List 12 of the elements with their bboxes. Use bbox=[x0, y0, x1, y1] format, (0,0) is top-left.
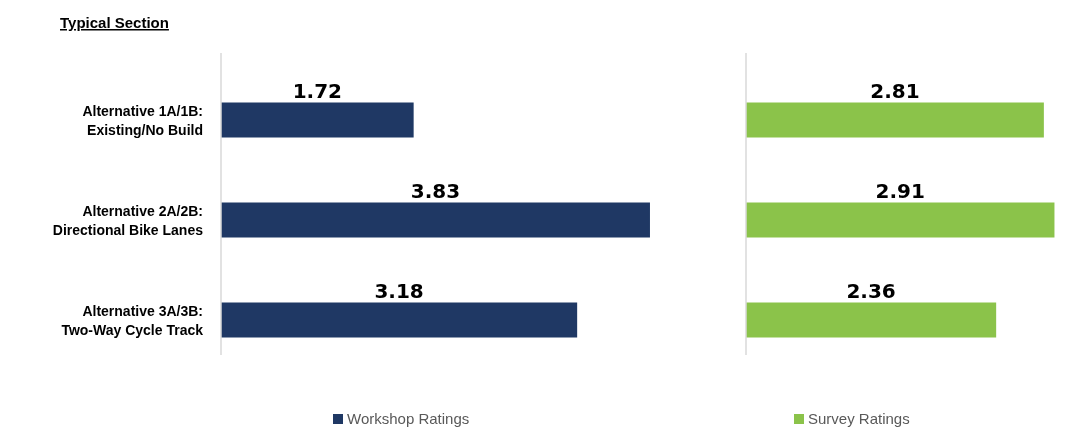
legend-label: Survey Ratings bbox=[808, 410, 910, 427]
y-tick-label: Alternative 1A/1B: Existing/No Build bbox=[82, 102, 203, 138]
y-tick-label: Alternative 2A/2B: Directional Bike Lanes bbox=[52, 202, 204, 238]
data-label: 3.83 bbox=[410, 178, 461, 203]
data-label: 3.18 bbox=[374, 278, 424, 303]
data-label: 1.72 bbox=[292, 78, 342, 103]
data-label: 2.81 bbox=[870, 78, 920, 103]
data-label: 2.36 bbox=[846, 278, 896, 303]
y-tick-label: Alternative 3A/3B: Two-Way Cycle Track bbox=[61, 302, 204, 338]
legend-label: Workshop Ratings bbox=[347, 410, 470, 427]
chart-title: Typical Section bbox=[60, 14, 169, 31]
data-label: 2.91 bbox=[875, 178, 925, 203]
